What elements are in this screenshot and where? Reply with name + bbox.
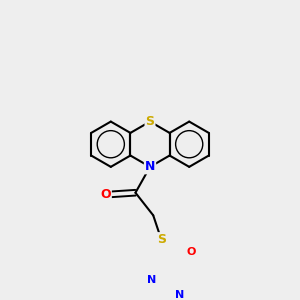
Text: N: N (147, 275, 157, 285)
Text: N: N (175, 290, 184, 300)
Text: O: O (187, 247, 196, 257)
Text: N: N (145, 160, 155, 173)
Text: O: O (100, 188, 111, 201)
Text: S: S (146, 115, 154, 128)
Text: S: S (157, 233, 166, 246)
